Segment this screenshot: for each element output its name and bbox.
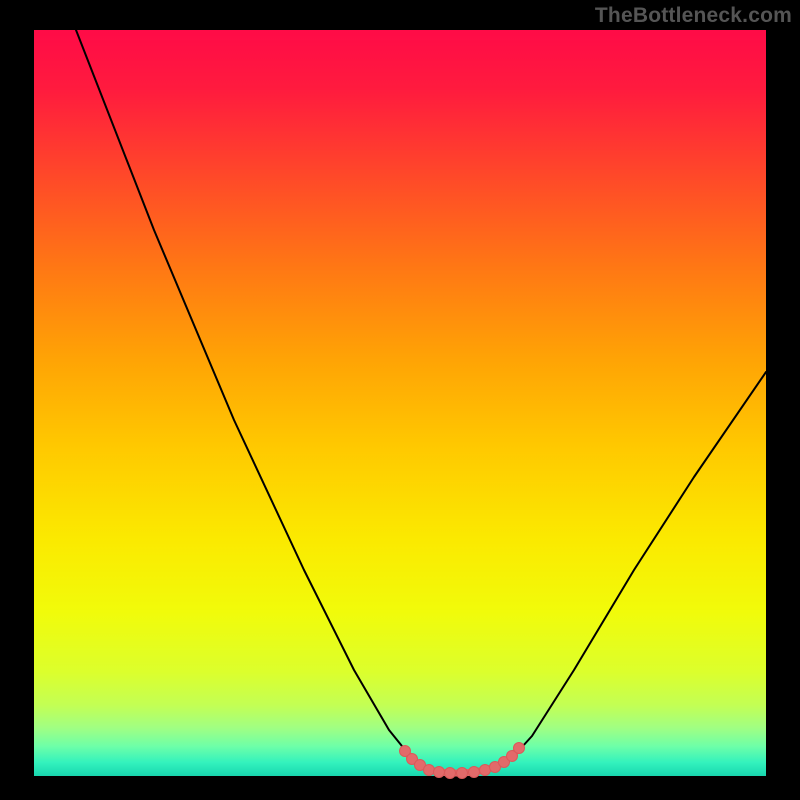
marker-dot (457, 768, 468, 779)
marker-dot (514, 743, 525, 754)
plot-background (34, 30, 766, 776)
marker-dot (445, 768, 456, 779)
marker-dot (480, 765, 491, 776)
marker-dot (469, 767, 480, 778)
chart-svg (0, 0, 800, 800)
chart-frame: TheBottleneck.com (0, 0, 800, 800)
marker-dot (434, 767, 445, 778)
marker-dot (424, 765, 435, 776)
watermark-label: TheBottleneck.com (595, 4, 792, 28)
